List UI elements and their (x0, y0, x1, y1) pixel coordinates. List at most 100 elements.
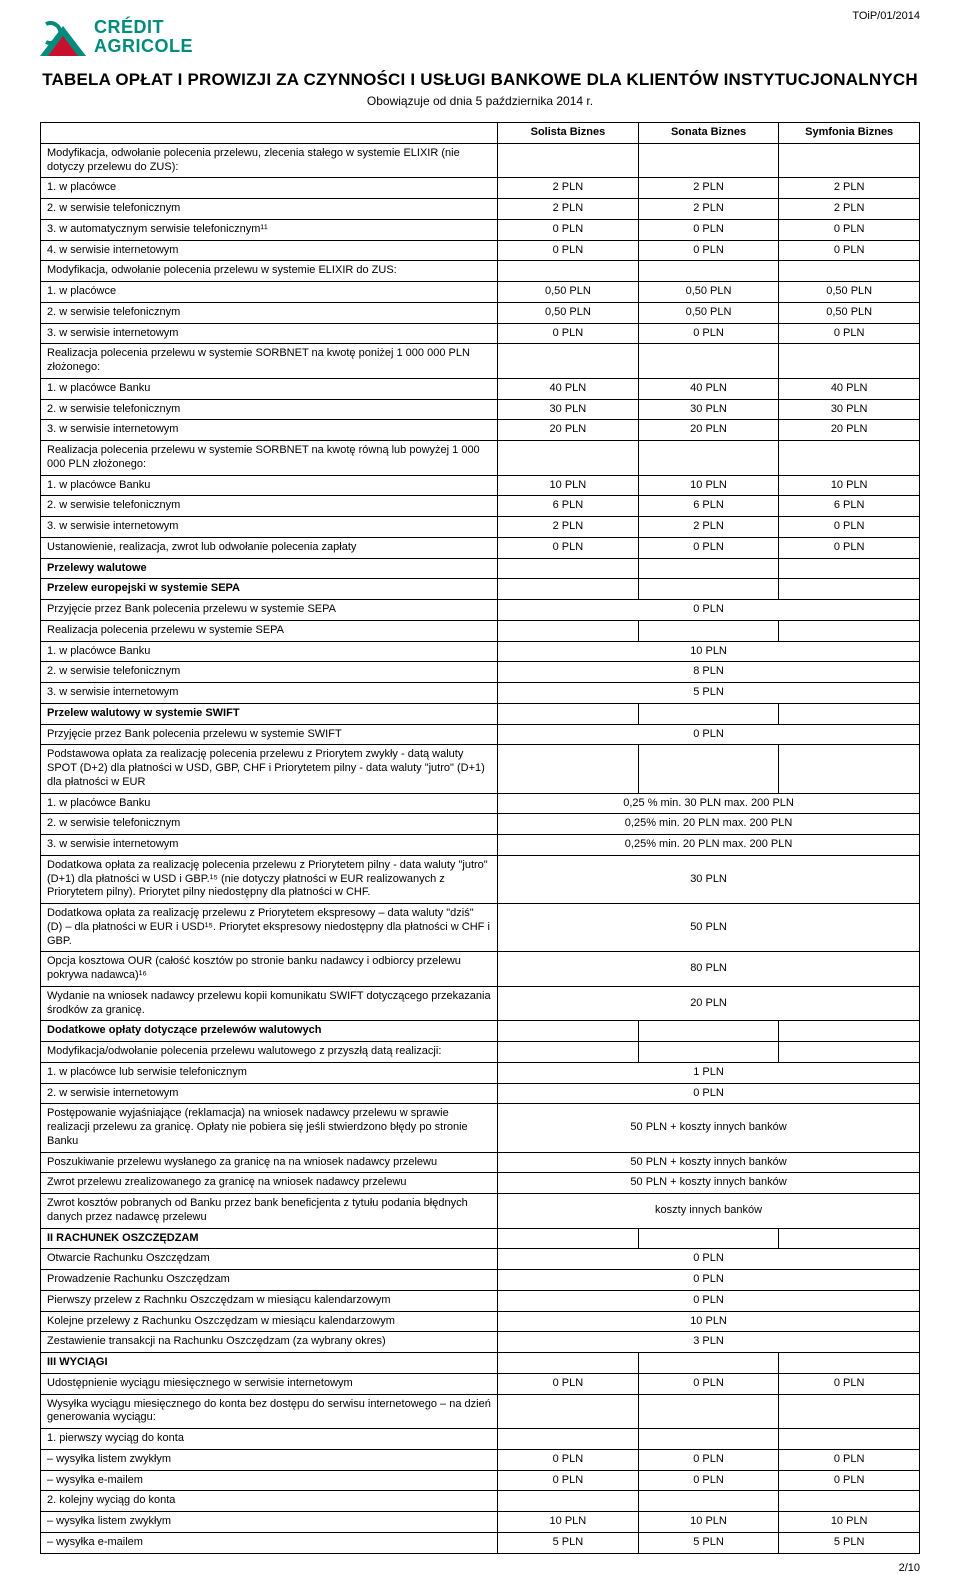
merged-value: 0 PLN (498, 1290, 920, 1311)
value-cell: 0 PLN (779, 1470, 920, 1491)
merged-value: 0 PLN (498, 1270, 920, 1291)
empty-cell (498, 1353, 639, 1374)
merged-value: 3 PLN (498, 1332, 920, 1353)
empty-cell (498, 579, 639, 600)
table-row: – wysyłka listem zwykłym0 PLN0 PLN0 PLN (41, 1449, 920, 1470)
merged-value: 0 PLN (498, 1083, 920, 1104)
empty-cell (498, 261, 639, 282)
table-row: 3. w serwisie internetowym5 PLN (41, 683, 920, 704)
value-cell: 0 PLN (498, 1470, 639, 1491)
row-label: Opcja kosztowa OUR (całość kosztów po st… (41, 952, 498, 987)
empty-cell (638, 1429, 779, 1450)
empty-cell (779, 1042, 920, 1063)
empty-cell (498, 703, 639, 724)
empty-cell (638, 1491, 779, 1512)
row-label: 4. w serwisie internetowym (41, 240, 498, 261)
row-label: Kolejne przelewy z Rachunku Oszczędzam w… (41, 1311, 498, 1332)
empty-cell (779, 1353, 920, 1374)
value-cell: 0 PLN (638, 219, 779, 240)
logo-mark-icon (40, 18, 86, 56)
row-label: 1. w placówce (41, 282, 498, 303)
table-row: Opcja kosztowa OUR (całość kosztów po st… (41, 952, 920, 987)
table-row: 3. w serwisie internetowym0 PLN0 PLN0 PL… (41, 323, 920, 344)
empty-cell (638, 745, 779, 793)
value-cell: 10 PLN (779, 475, 920, 496)
merged-value: 50 PLN + koszty innych banków (498, 1173, 920, 1194)
table-row: Modyfikacja, odwołanie polecenia przelew… (41, 261, 920, 282)
empty-cell (498, 1042, 639, 1063)
value-cell: 30 PLN (498, 399, 639, 420)
table-row: 1. w placówce Banku0,25 % min. 30 PLN ma… (41, 793, 920, 814)
table-row: Wydanie na wniosek nadawcy przelewu kopi… (41, 986, 920, 1021)
value-cell: 5 PLN (638, 1532, 779, 1553)
table-row: 3. w automatycznym serwisie telefoniczny… (41, 219, 920, 240)
table-row: Dodatkowe opłaty dotyczące przelewów wal… (41, 1021, 920, 1042)
empty-cell (498, 441, 639, 476)
row-label: 1. w placówce Banku (41, 378, 498, 399)
empty-cell (638, 703, 779, 724)
value-cell: 2 PLN (498, 517, 639, 538)
table-row: Ustanowienie, realizacja, zwrot lub odwo… (41, 537, 920, 558)
value-cell: 10 PLN (498, 1512, 639, 1533)
merged-value: 30 PLN (498, 855, 920, 903)
value-cell: 0 PLN (779, 323, 920, 344)
value-cell: 0 PLN (779, 1449, 920, 1470)
row-label: 3. w serwisie internetowym (41, 683, 498, 704)
row-label: Postępowanie wyjaśniające (reklamacja) n… (41, 1104, 498, 1152)
table-row: 1. pierwszy wyciąg do konta (41, 1429, 920, 1450)
group-label: Wysyłka wyciągu miesięcznego do konta be… (41, 1394, 498, 1429)
value-cell: 0 PLN (638, 240, 779, 261)
value-cell: 0 PLN (498, 323, 639, 344)
empty-cell (638, 344, 779, 379)
empty-cell (779, 745, 920, 793)
row-label: Zwrot kosztów pobranych od Banku przez b… (41, 1194, 498, 1229)
value-cell: 2 PLN (779, 178, 920, 199)
merged-value: 0,25% min. 20 PLN max. 200 PLN (498, 835, 920, 856)
group-label: Realizacja polecenia przelewu w systemie… (41, 620, 498, 641)
table-row: Podstawowa opłata za realizację poleceni… (41, 745, 920, 793)
empty-cell (498, 1429, 639, 1450)
value-cell: 20 PLN (779, 420, 920, 441)
merged-value: 10 PLN (498, 1311, 920, 1332)
value-cell: 0 PLN (779, 517, 920, 538)
merged-value: koszty innych banków (498, 1194, 920, 1229)
empty-cell (638, 558, 779, 579)
group-label: Realizacja polecenia przelewu w systemie… (41, 441, 498, 476)
value-cell: 2 PLN (498, 178, 639, 199)
empty-cell (638, 579, 779, 600)
empty-cell (638, 1394, 779, 1429)
row-label: 2. w serwisie telefonicznym (41, 496, 498, 517)
row-label: 1. w placówce Banku (41, 793, 498, 814)
table-row: Realizacja polecenia przelewu w systemie… (41, 620, 920, 641)
table-row: Przelewy walutowe (41, 558, 920, 579)
table-header-row: Solista Biznes Sonata Biznes Symfonia Bi… (41, 123, 920, 144)
value-cell: 40 PLN (638, 378, 779, 399)
value-cell: 0 PLN (498, 1449, 639, 1470)
empty-cell (638, 1228, 779, 1249)
logo-line1: CRÉDIT (94, 18, 193, 37)
empty-cell (779, 1021, 920, 1042)
merged-value: 0 PLN (498, 1249, 920, 1270)
value-cell: 30 PLN (779, 399, 920, 420)
empty-cell (498, 1491, 639, 1512)
table-row: – wysyłka e-mailem5 PLN5 PLN5 PLN (41, 1532, 920, 1553)
value-cell: 10 PLN (638, 475, 779, 496)
row-label: 2. w serwisie telefonicznym (41, 302, 498, 323)
row-label: Pierwszy przelew z Rachnku Oszczędzam w … (41, 1290, 498, 1311)
value-cell: 0 PLN (638, 1373, 779, 1394)
row-label: 2. w serwisie telefonicznym (41, 662, 498, 683)
empty-cell (498, 558, 639, 579)
empty-cell (779, 143, 920, 178)
merged-value: 0 PLN (498, 724, 920, 745)
value-cell: 0 PLN (498, 537, 639, 558)
table-row: – wysyłka e-mailem0 PLN0 PLN0 PLN (41, 1470, 920, 1491)
merged-value: 80 PLN (498, 952, 920, 987)
table-row: Przelew europejski w systemie SEPA (41, 579, 920, 600)
table-row: Postępowanie wyjaśniające (reklamacja) n… (41, 1104, 920, 1152)
empty-cell (779, 1394, 920, 1429)
table-row: 1. w placówce Banku10 PLN10 PLN10 PLN (41, 475, 920, 496)
row-label: Prowadzenie Rachunku Oszczędzam (41, 1270, 498, 1291)
empty-cell (638, 1353, 779, 1374)
row-label: Zestawienie transakcji na Rachunku Oszcz… (41, 1332, 498, 1353)
table-row: 4. w serwisie internetowym0 PLN0 PLN0 PL… (41, 240, 920, 261)
